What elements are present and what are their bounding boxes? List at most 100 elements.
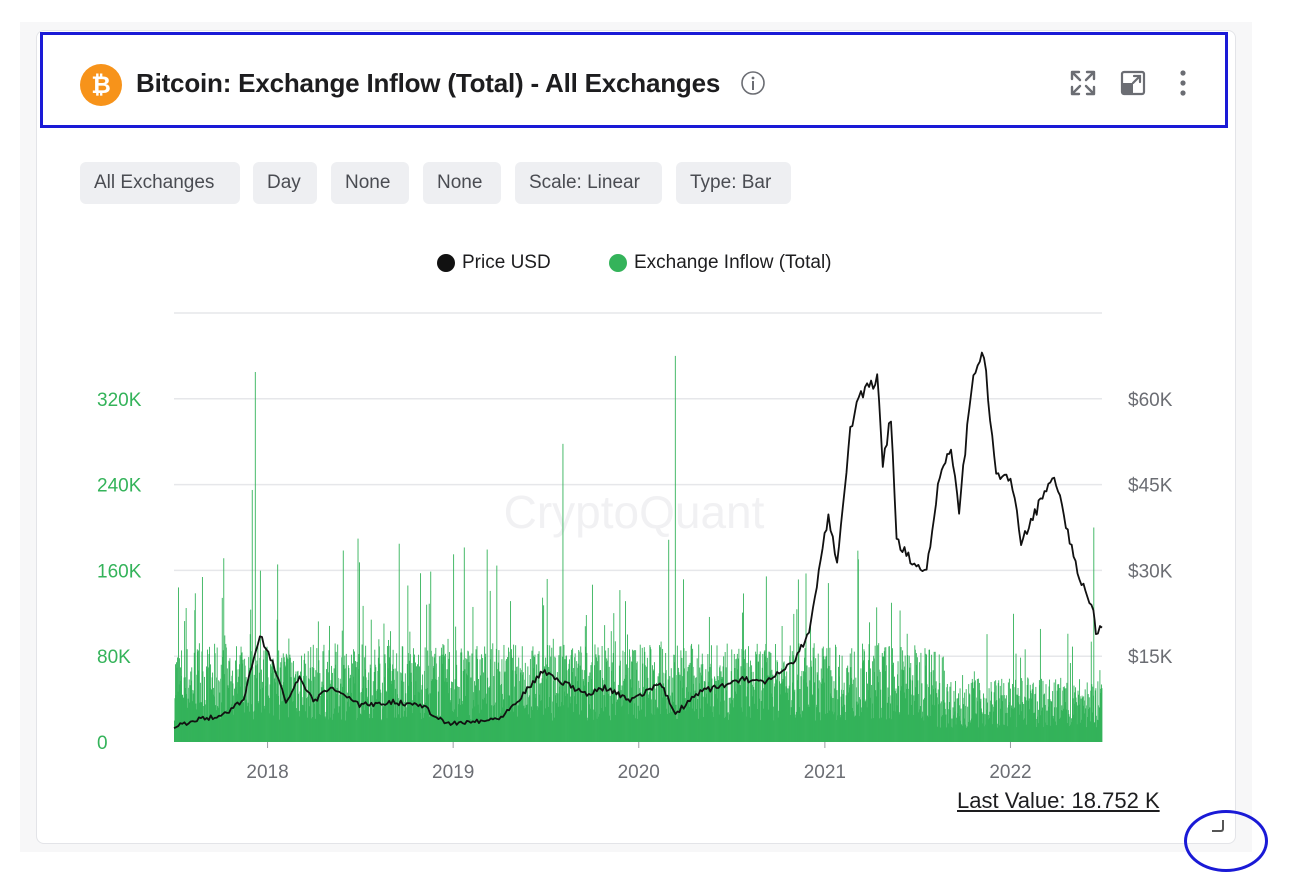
inflow-bar: [683, 579, 684, 742]
inflow-bar: [304, 653, 306, 742]
inflow-bar: [986, 709, 987, 742]
inflow-bar: [1093, 527, 1095, 742]
inflow-bar: [275, 693, 277, 742]
inflow-bar: [453, 554, 455, 742]
inflow-bar: [977, 678, 979, 742]
chip-window[interactable]: Day: [253, 162, 317, 204]
inflow-bar: [1001, 678, 1003, 742]
inflow-bar: [543, 666, 545, 742]
inflow-bar: [519, 701, 521, 742]
inflow-bar: [485, 703, 487, 742]
resize-handle-icon[interactable]: [1212, 820, 1224, 832]
inflow-bar: [964, 705, 966, 742]
inflow-bar: [310, 718, 312, 742]
inflow-bar: [463, 547, 465, 742]
inflow-bar: [591, 584, 593, 742]
inflow-bar: [806, 665, 808, 742]
inflow-bar: [529, 674, 531, 742]
inflow-bar: [299, 691, 301, 742]
legend-price[interactable]: Price USD: [437, 248, 551, 278]
inflow-bar: [847, 692, 849, 742]
chip-exchange[interactable]: All Exchanges: [80, 162, 240, 204]
watermark: CryptoQuant: [504, 486, 765, 538]
inflow-bar: [888, 646, 890, 742]
inflow-bar: [674, 355, 676, 742]
inflow-bar: [563, 705, 564, 742]
inflow-bar: [915, 687, 917, 742]
inflow-bar: [1052, 691, 1054, 742]
chip-indicator[interactable]: None: [423, 162, 501, 204]
inflow-bar: [297, 670, 299, 742]
inflow-bar: [767, 675, 769, 742]
inflow-bar: [214, 643, 216, 742]
inflow-bar: [321, 687, 323, 742]
inflow-bar: [1068, 714, 1070, 742]
last-value-link[interactable]: Last Value: 18.752 K: [957, 788, 1160, 813]
inflow-bar: [781, 626, 783, 742]
inflow-bar: [789, 655, 791, 742]
inflow-bar: [328, 719, 329, 742]
inflow-bar: [578, 649, 580, 742]
inflow-bar: [232, 714, 234, 742]
inflow-bar: [652, 714, 654, 742]
inflow-bar: [438, 676, 440, 742]
inflow-bar: [503, 644, 505, 742]
inflow-bar: [390, 631, 392, 742]
inflow-bar: [1000, 708, 1002, 742]
inflow-bar: [1003, 695, 1005, 742]
inflow-bar: [756, 654, 758, 742]
inflow-bar: [876, 607, 878, 742]
inflow-bar: [231, 670, 233, 742]
chip-type[interactable]: Type: Bar: [676, 162, 791, 204]
inflow-bar: [535, 697, 536, 742]
inflow-bar: [1086, 682, 1088, 742]
inflow-bar: [399, 717, 401, 742]
chip-scale[interactable]: Scale: Linear: [515, 162, 662, 204]
inflow-bar: [912, 675, 914, 742]
inflow-bar: [584, 626, 586, 742]
inflow-bar: [1018, 695, 1020, 742]
inflow-bar: [949, 686, 951, 742]
info-icon[interactable]: [740, 70, 766, 96]
inflow-bar: [989, 717, 991, 742]
inflow-bar: [981, 711, 983, 742]
inflow-bar: [763, 688, 765, 742]
legend-inflow[interactable]: Exchange Inflow (Total): [609, 248, 832, 278]
expand-icon[interactable]: [1068, 68, 1098, 98]
inflow-bar: [648, 697, 650, 742]
inflow-bar: [693, 675, 695, 742]
inflow-bar: [829, 647, 831, 742]
more-vert-icon[interactable]: [1168, 68, 1198, 98]
inflow-bar: [729, 697, 731, 742]
inflow-bar: [258, 672, 260, 742]
inflow-bar: [537, 709, 538, 742]
inflow-bar: [321, 681, 323, 742]
inflow-bar: [832, 697, 834, 742]
inflow-bar: [1029, 709, 1031, 742]
inflow-bar: [605, 650, 607, 742]
inflow-bar: [992, 706, 994, 742]
inflow-bar: [782, 681, 784, 742]
inflow-bar: [919, 706, 921, 742]
popout-icon[interactable]: [1118, 68, 1148, 98]
inflow-bar: [912, 714, 914, 742]
inflow-bar: [1019, 704, 1021, 742]
inflow-bar: [987, 702, 988, 742]
inflow-bar: [664, 687, 666, 742]
inflow-bar: [599, 713, 600, 742]
inflow-bar: [203, 706, 205, 742]
inflow-bar: [306, 698, 308, 742]
inflow-bar: [250, 651, 252, 742]
chip-moving-average[interactable]: None: [331, 162, 409, 204]
inflow-bar: [510, 655, 512, 742]
inflow-bar: [618, 698, 620, 742]
inflow-bar: [1020, 657, 1022, 742]
inflow-bar: [802, 710, 804, 742]
inflow-bar: [193, 652, 195, 742]
inflow-bar: [1005, 695, 1007, 742]
inflow-bar: [562, 443, 564, 742]
inflow-bar: [959, 705, 961, 742]
inflow-bar: [513, 644, 515, 742]
inflow-bar: [703, 680, 705, 742]
